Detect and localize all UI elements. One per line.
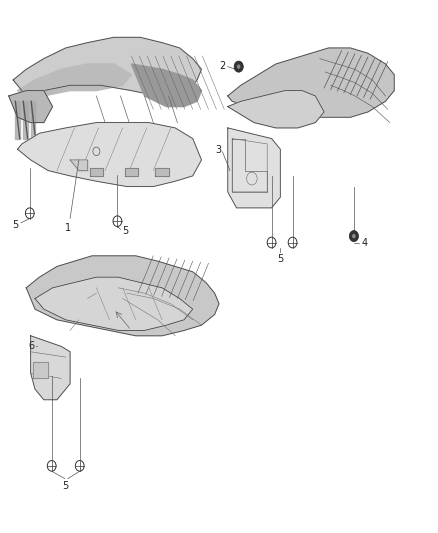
Polygon shape bbox=[228, 128, 280, 208]
Circle shape bbox=[75, 461, 84, 471]
Circle shape bbox=[47, 461, 56, 471]
Polygon shape bbox=[131, 64, 201, 107]
Polygon shape bbox=[35, 277, 193, 330]
Polygon shape bbox=[90, 168, 103, 176]
Polygon shape bbox=[31, 101, 35, 139]
Circle shape bbox=[288, 237, 297, 248]
Polygon shape bbox=[228, 91, 324, 128]
Polygon shape bbox=[9, 91, 53, 123]
Polygon shape bbox=[155, 168, 169, 176]
Circle shape bbox=[267, 237, 276, 248]
Circle shape bbox=[25, 208, 34, 219]
Text: 4: 4 bbox=[361, 238, 367, 247]
Circle shape bbox=[234, 61, 243, 72]
Polygon shape bbox=[26, 256, 219, 336]
Polygon shape bbox=[23, 101, 28, 139]
Circle shape bbox=[352, 233, 356, 239]
Polygon shape bbox=[228, 48, 394, 117]
Text: 5: 5 bbox=[12, 220, 18, 230]
Polygon shape bbox=[13, 37, 201, 96]
Text: 5: 5 bbox=[277, 254, 283, 264]
Text: 5: 5 bbox=[123, 226, 129, 236]
Polygon shape bbox=[18, 123, 201, 187]
Text: 5: 5 bbox=[63, 481, 69, 491]
Text: 3: 3 bbox=[215, 146, 221, 155]
Text: 1: 1 bbox=[65, 223, 71, 233]
Polygon shape bbox=[31, 336, 70, 400]
Circle shape bbox=[350, 231, 358, 241]
Polygon shape bbox=[33, 362, 48, 378]
Text: 2: 2 bbox=[219, 61, 226, 70]
Circle shape bbox=[237, 64, 241, 69]
Polygon shape bbox=[70, 160, 88, 171]
Polygon shape bbox=[125, 168, 138, 176]
Text: 6: 6 bbox=[28, 342, 34, 351]
Polygon shape bbox=[18, 64, 131, 96]
Polygon shape bbox=[15, 101, 20, 139]
Circle shape bbox=[113, 216, 122, 227]
